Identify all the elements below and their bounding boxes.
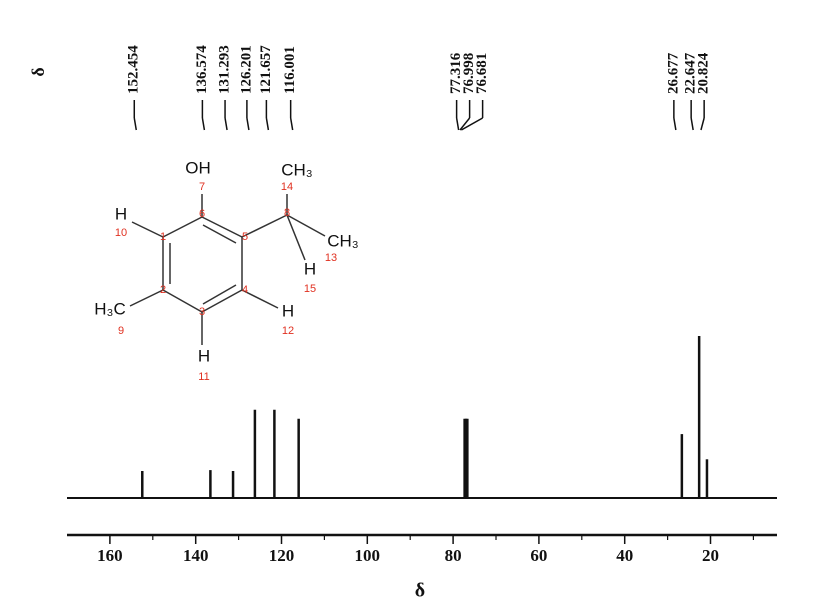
label-leader <box>690 117 694 131</box>
x-tick-label: 20 <box>702 546 719 565</box>
atom-label: H₃C <box>94 299 125 318</box>
bond <box>241 289 279 309</box>
atom-number: 4 <box>242 284 248 296</box>
label-leader <box>673 117 677 131</box>
label-leader <box>201 117 206 131</box>
atom-number: 8 <box>284 207 290 219</box>
x-tick-label: 160 <box>97 546 123 565</box>
atom-label: OH <box>185 158 211 177</box>
atom-number: 13 <box>325 252 337 264</box>
peak-label: 26.677 <box>665 52 681 94</box>
label-leader <box>460 117 483 131</box>
atom-number: 14 <box>281 181 293 193</box>
bond <box>131 221 164 238</box>
bond <box>162 216 203 238</box>
label-leader <box>224 117 228 131</box>
bond <box>129 289 164 307</box>
bond <box>202 224 237 244</box>
atom-number: 6 <box>199 208 205 220</box>
atom-label: H <box>282 301 294 320</box>
label-leader <box>455 117 460 131</box>
x-tick-label: 120 <box>269 546 295 565</box>
x-tick-label: 60 <box>530 546 547 565</box>
atom-number: 15 <box>304 283 316 295</box>
atom-number: 1 <box>160 231 166 243</box>
peak-label: 76.681 <box>474 53 490 94</box>
atom-number: 12 <box>282 325 294 337</box>
label-leader <box>265 117 270 131</box>
peak-label: 116.001 <box>282 46 298 94</box>
peak-label: 126.201 <box>238 45 254 94</box>
atom-number: 10 <box>115 227 127 239</box>
bond <box>162 289 203 313</box>
x-tick-label: 40 <box>616 546 633 565</box>
label-leader <box>133 117 138 131</box>
atom-number: 9 <box>118 325 124 337</box>
label-leader <box>700 117 705 131</box>
peak-label: 131.293 <box>216 45 232 94</box>
bond <box>201 289 243 313</box>
peak-label: 20.824 <box>696 52 712 94</box>
x-tick-label: 80 <box>445 546 462 565</box>
atom-label: H <box>198 346 210 365</box>
atom-label: H <box>115 204 127 223</box>
bond <box>202 284 237 305</box>
atom-number: 2 <box>160 284 166 296</box>
x-tick-label: 140 <box>183 546 209 565</box>
peak-label: 76.998 <box>461 53 477 94</box>
atom-number: 5 <box>242 231 248 243</box>
atom-number: 7 <box>199 181 205 193</box>
bond <box>201 216 243 238</box>
shift-header: δ <box>28 67 48 76</box>
bond <box>286 214 326 237</box>
atom-number: 11 <box>198 371 209 383</box>
peak-label: 121.657 <box>258 45 274 94</box>
label-leader <box>459 117 471 131</box>
x-tick-label: 100 <box>355 546 381 565</box>
atom-label: CH₃ <box>327 231 358 250</box>
label-leader <box>289 117 294 131</box>
peak-label: 77.316 <box>448 52 464 94</box>
peak-label: 136.574 <box>194 45 210 94</box>
atom-label: CH₃ <box>281 160 312 179</box>
bond <box>241 214 288 238</box>
peak-label: 152.454 <box>126 45 142 94</box>
peak-label: 22.647 <box>683 52 699 94</box>
label-leader <box>246 117 250 131</box>
x-axis-label: δ <box>415 580 425 602</box>
bond <box>286 214 306 261</box>
molecule: 1 2 3 4 5 6 8 OH 7 CH₃ 14 CH₃ 13 H 15 H … <box>94 158 358 382</box>
atom-label: H <box>304 259 316 278</box>
atom-number: 3 <box>199 306 205 318</box>
